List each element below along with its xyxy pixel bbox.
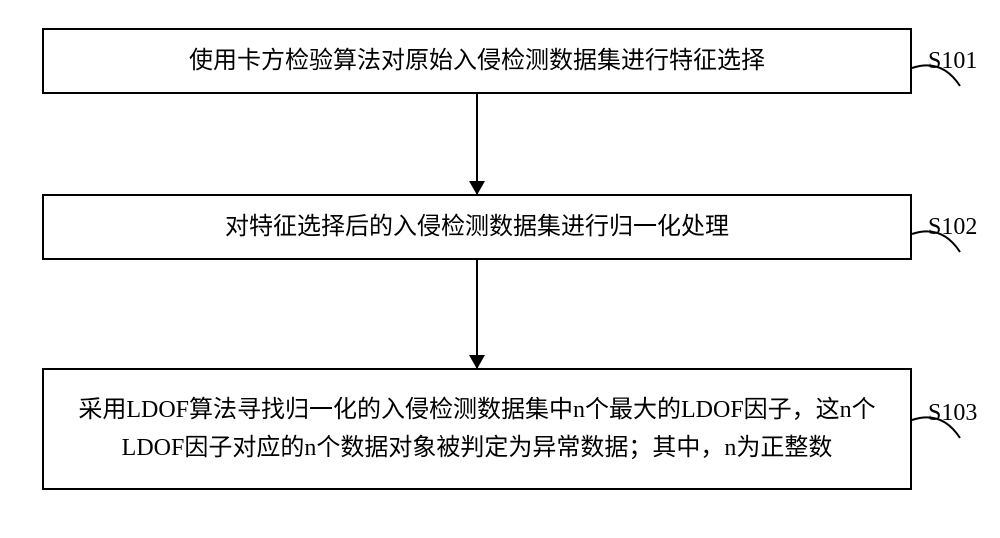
curve-connector-s103 [42, 28, 962, 458]
step-label-s103: S103 [928, 400, 977, 427]
